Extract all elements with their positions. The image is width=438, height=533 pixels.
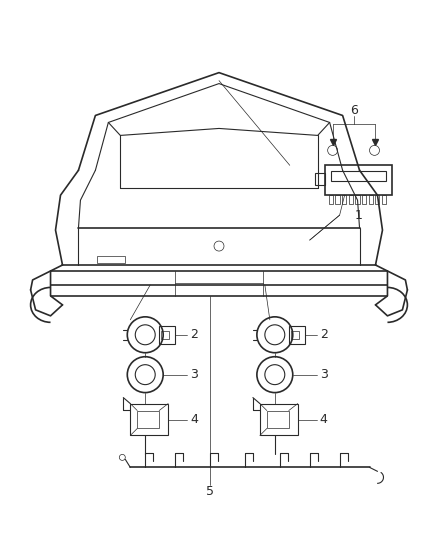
Bar [159, 326, 175, 344]
Text: 5: 5 [206, 485, 214, 498]
Bar [260, 403, 298, 435]
Bar [336, 195, 339, 204]
Bar [137, 410, 159, 429]
Text: 4: 4 [320, 413, 328, 426]
Bar [355, 195, 360, 204]
Bar [314, 173, 325, 185]
Bar [375, 195, 379, 204]
Text: 1: 1 [355, 208, 363, 222]
Bar [331, 171, 386, 181]
Bar [342, 195, 346, 204]
Bar [368, 195, 373, 204]
Bar [291, 331, 299, 339]
Text: 4: 4 [190, 413, 198, 426]
Text: 3: 3 [320, 368, 328, 381]
Bar [382, 195, 386, 204]
Text: 3: 3 [190, 368, 198, 381]
Bar [267, 410, 289, 429]
Bar [349, 195, 353, 204]
Bar [161, 331, 169, 339]
Bar [325, 165, 392, 195]
Bar [362, 195, 366, 204]
Text: 6: 6 [350, 104, 357, 117]
Text: 2: 2 [190, 328, 198, 341]
Text: 2: 2 [320, 328, 328, 341]
Bar [130, 403, 168, 435]
Bar [97, 256, 125, 263]
Bar [328, 195, 333, 204]
Bar [289, 326, 305, 344]
